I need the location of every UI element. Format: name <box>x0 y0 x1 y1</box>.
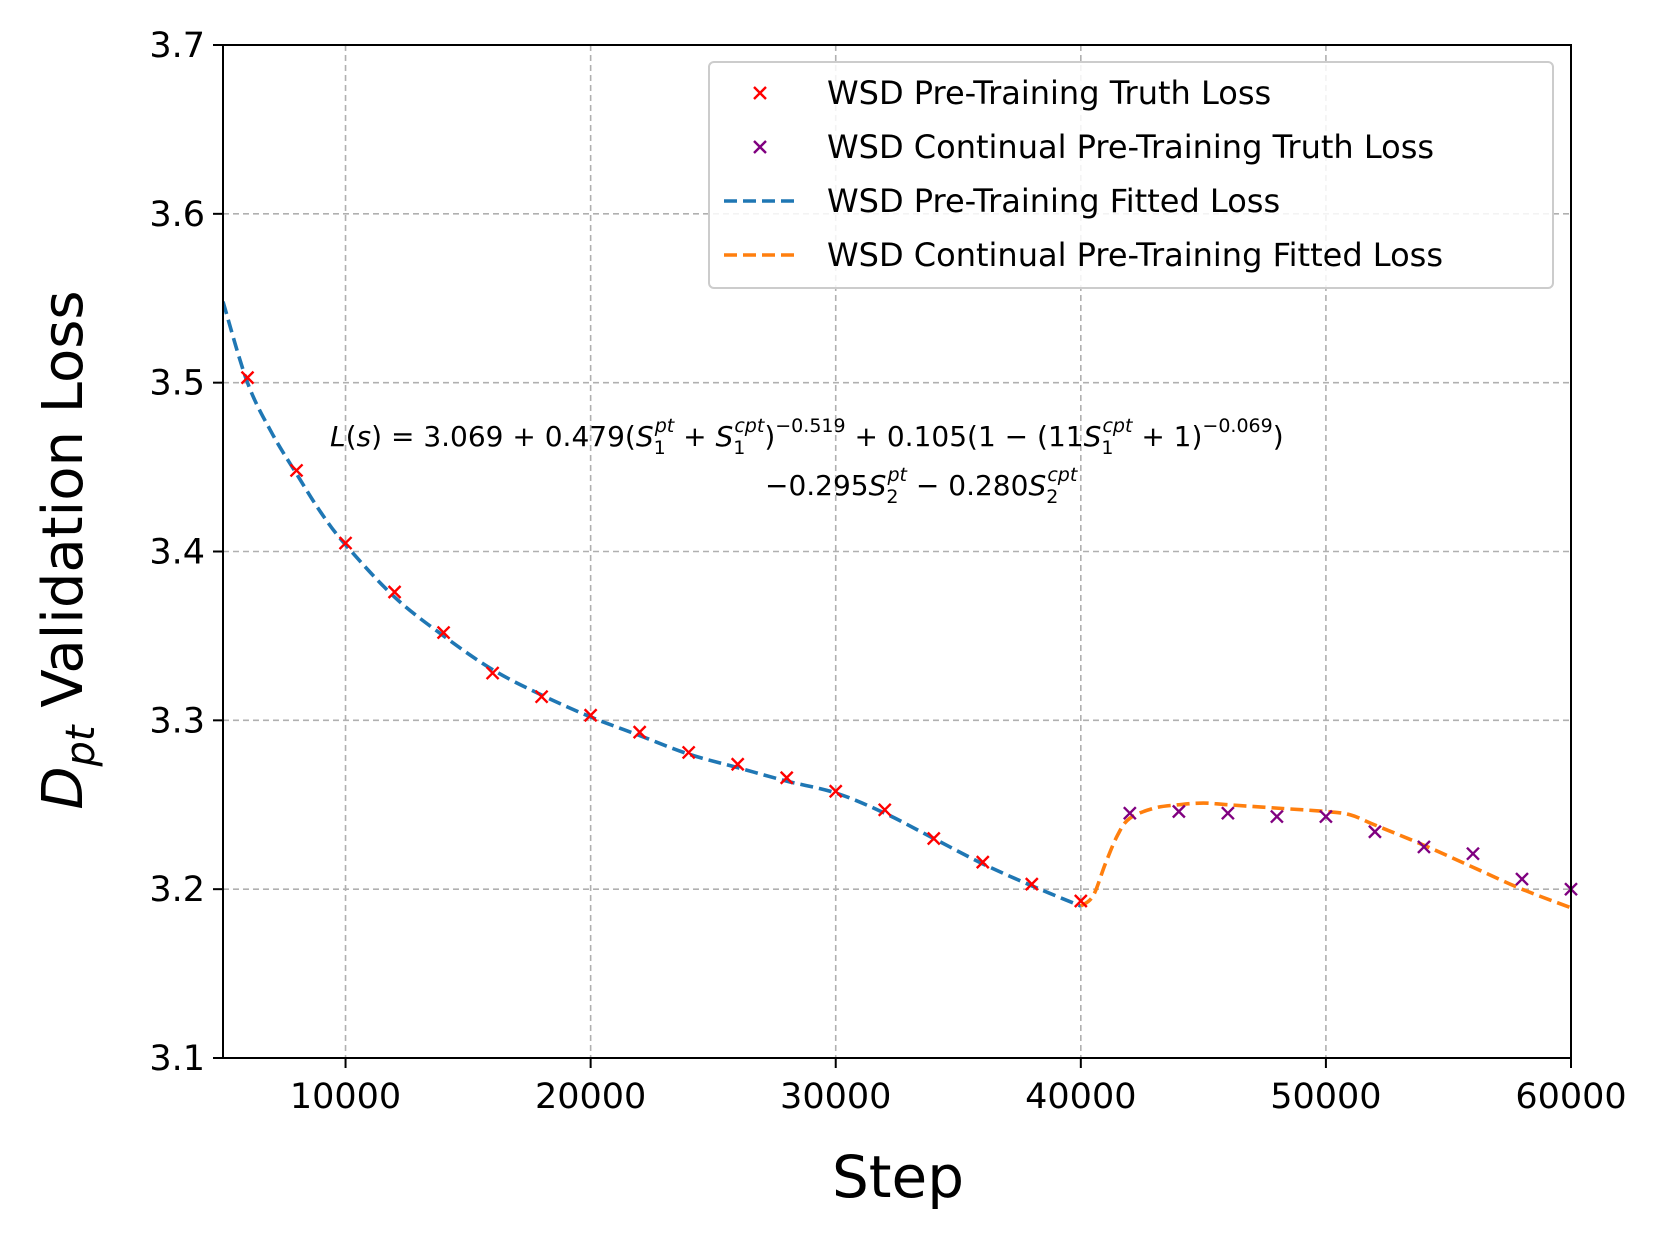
x-tick-label: 60000 <box>1515 1077 1626 1117</box>
data-point-marker <box>828 784 843 799</box>
y-tick-label: 3.5 <box>149 364 205 404</box>
data-point-marker <box>1122 806 1137 821</box>
data-point-marker <box>1270 809 1284 824</box>
series-markers <box>240 370 1578 908</box>
formula-annotation-line1: L(s) = 3.069 + 0.479(S1pt + S1cpt)−0.519… <box>330 415 1284 459</box>
legend-entry-label: WSD Continual Pre-Training Fitted Loss <box>827 236 1443 274</box>
data-point-marker <box>1417 840 1431 854</box>
data-point-marker <box>240 370 255 385</box>
data-point-marker <box>436 625 451 640</box>
data-point-marker <box>1515 872 1529 886</box>
series-line <box>223 301 1082 908</box>
legend-entry-label: WSD Pre-Training Fitted Loss <box>827 182 1280 220</box>
x-tick-label: 10000 <box>290 1077 401 1117</box>
y-tick-label: 3.3 <box>149 701 205 741</box>
y-axis-title: Dpt Validation Loss <box>31 290 104 809</box>
data-point-marker <box>1073 894 1088 908</box>
x-tick-label: 40000 <box>1025 1077 1136 1117</box>
data-point-marker <box>485 666 500 680</box>
x-axis-title: Step <box>832 1143 964 1211</box>
data-point-marker <box>534 689 549 704</box>
data-point-marker <box>1024 877 1039 891</box>
series-lines <box>223 301 1571 910</box>
data-point-marker <box>975 855 990 870</box>
data-point-marker <box>779 770 794 785</box>
data-point-marker <box>1172 804 1186 819</box>
legend-entry-label: WSD Pre-Training Truth Loss <box>827 74 1271 112</box>
series-line <box>1079 801 1571 910</box>
data-point-marker <box>1368 824 1382 839</box>
data-point-marker <box>387 585 402 599</box>
data-point-marker <box>926 831 941 846</box>
x-tick-label: 30000 <box>780 1077 891 1117</box>
legend-marker-swatch <box>753 86 767 100</box>
legend-box <box>708 61 1554 289</box>
data-point-marker <box>1466 846 1480 861</box>
legend-marker-swatch <box>753 140 767 154</box>
data-point-marker <box>681 745 696 760</box>
legend: WSD Pre-Training Truth Loss WSD Continual… <box>708 61 1554 289</box>
y-tick-label: 3.4 <box>149 533 205 573</box>
data-point-marker <box>289 463 304 478</box>
y-tick-label: 3.2 <box>149 870 205 910</box>
data-point-marker <box>338 536 353 550</box>
formula-annotation-line2: −0.295S2pt − 0.280S2cpt <box>765 464 1079 508</box>
data-point-marker <box>632 725 647 740</box>
ticks <box>213 44 1572 1068</box>
legend-entry-label: WSD Continual Pre-Training Truth Loss <box>827 128 1434 166</box>
data-point-marker <box>877 802 892 817</box>
data-point-marker <box>1221 806 1235 821</box>
data-point-marker <box>730 757 745 772</box>
tick-labels: 10000 20000 30000 40000 50000 60000 3.1 3.2 3.3 3… <box>149 26 1626 1117</box>
x-tick-label: 20000 <box>535 1077 646 1117</box>
y-tick-label: 3.1 <box>149 1039 205 1079</box>
x-tick-label: 50000 <box>1270 1077 1381 1117</box>
y-tick-label: 3.7 <box>149 26 205 66</box>
data-point-marker <box>1319 809 1333 824</box>
y-tick-label: 3.6 <box>149 195 205 235</box>
data-point-marker <box>583 708 598 723</box>
